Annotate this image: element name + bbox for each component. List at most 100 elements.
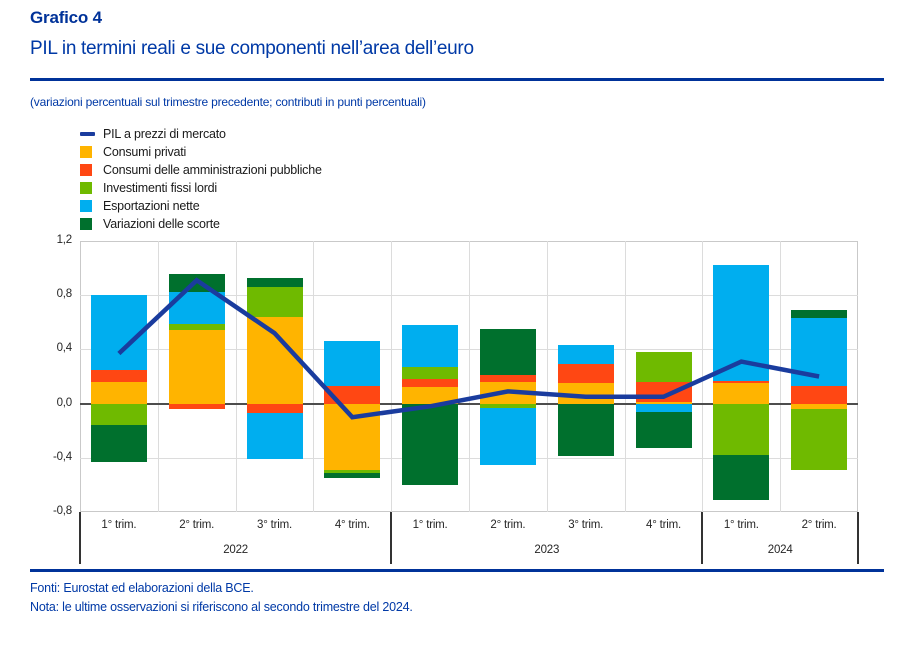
bar-segment-investimenti-q4 <box>324 469 381 473</box>
gdp-line <box>117 277 820 420</box>
year-separator <box>79 512 81 564</box>
legend-key-scorte <box>80 218 92 230</box>
horizontal-gridline <box>80 349 858 351</box>
bar-segment-scorte-q9 <box>713 455 770 500</box>
source-note: Fonti: Eurostat ed elaborazioni della BC… <box>30 581 254 595</box>
vertical-gridline <box>469 241 470 512</box>
legend: PIL a prezzi di mercato Consumi privati Co… <box>80 125 322 233</box>
bar-segment-esportazioni-q1 <box>90 295 147 370</box>
legend-item: Investimenti fissi lordi <box>80 179 322 197</box>
legend-key-consumi_privati <box>80 146 92 158</box>
bar-segment-scorte-q8 <box>635 411 692 449</box>
vertical-gridline <box>702 241 704 512</box>
legend-item: Esportazioni nette <box>80 197 322 215</box>
year-separator <box>701 512 704 564</box>
gdp-line-path <box>117 277 820 420</box>
x-quarter-label: 1° trim. <box>101 519 137 531</box>
bar-segment-esportazioni-q6 <box>479 407 536 465</box>
vertical-gridline <box>624 241 626 512</box>
bar-segment-consumi_privati-q10 <box>791 403 848 409</box>
x-quarter-label: 2° trim. <box>801 519 837 531</box>
x-year-label: 2022 <box>223 544 248 556</box>
legend-label: Consumi delle amministrazioni pubbliche <box>103 163 322 177</box>
x-quarter-label: 4° trim. <box>334 519 370 531</box>
bar-segment-investimenti-q10 <box>791 409 848 470</box>
zero-axis-line <box>80 402 858 405</box>
bar-segment-esportazioni-q3 <box>246 413 303 460</box>
bar-segment-investimenti-q1 <box>90 403 147 426</box>
bar-segment-investimenti-q9 <box>713 403 770 456</box>
bar-segment-consumi_pa-q7 <box>557 364 614 384</box>
bar-segment-scorte-q5 <box>402 403 459 485</box>
bar-segment-consumi_pa-q3 <box>246 403 303 414</box>
figure-subtitle: (variazioni percentuali sul trimestre pr… <box>30 95 426 109</box>
y-tick-label: -0,8 <box>52 505 72 517</box>
vertical-gridline <box>235 241 237 512</box>
figure-title: PIL in termini reali e sue componenti ne… <box>30 38 474 59</box>
footnote: Nota: le ultime osservazioni si riferisc… <box>30 600 413 614</box>
title-rule <box>30 78 884 81</box>
horizontal-gridline <box>80 457 858 459</box>
footer-rule <box>30 569 884 572</box>
x-quarter-label: 2° trim. <box>179 519 215 531</box>
x-quarter-label: 1° trim. <box>723 519 759 531</box>
y-tick-label: 0,0 <box>56 396 73 409</box>
bar-segment-consumi_pa-q1 <box>90 369 147 382</box>
legend-key-gdp-line <box>80 132 95 136</box>
legend-item: Consumi delle amministrazioni pubbliche <box>80 161 322 179</box>
bar-segment-scorte-q3 <box>246 277 303 288</box>
x-year-label: 2024 <box>767 544 793 556</box>
bar-segment-esportazioni-q8 <box>635 403 692 412</box>
vertical-gridline <box>157 241 159 512</box>
figure-number: Grafico 4 <box>30 8 102 27</box>
bar-segment-consumi_privati-q1 <box>90 381 147 404</box>
vertical-gridline <box>780 241 782 512</box>
x-quarter-label: 4° trim. <box>646 519 681 531</box>
bar-segment-consumi_pa-q5 <box>402 379 459 388</box>
y-tick-label: 0,4 <box>56 342 73 355</box>
legend-key-consumi_pa <box>80 164 92 176</box>
bar-segment-scorte-q6 <box>479 329 536 376</box>
legend-item: Variazioni delle scorte <box>80 215 322 233</box>
x-quarter-label: 3° trim. <box>257 519 292 531</box>
legend-label: Esportazioni nette <box>103 199 200 213</box>
x-year-label: 2023 <box>534 544 560 556</box>
vertical-gridline <box>391 241 393 512</box>
bar-segment-scorte-q1 <box>90 425 147 462</box>
legend-label: PIL a prezzi di mercato <box>103 127 226 141</box>
bar-segment-esportazioni-q5 <box>402 325 459 367</box>
legend-label: Variazioni delle scorte <box>103 217 220 231</box>
legend-item: PIL a prezzi di mercato <box>80 125 322 143</box>
bar-segment-consumi_privati-q2 <box>168 330 225 404</box>
bar-segment-consumi_pa-q2 <box>168 403 225 409</box>
horizontal-gridline <box>80 295 858 297</box>
vertical-gridline <box>546 241 548 512</box>
bar-segment-consumi_privati-q5 <box>402 387 459 404</box>
bar-segment-scorte-q10 <box>791 310 848 319</box>
y-tick-label: 1,2 <box>56 234 73 246</box>
bar-segment-consumi_pa-q9 <box>713 380 770 384</box>
y-tick-label: 0,8 <box>56 288 73 301</box>
x-quarter-label: 3° trim. <box>568 519 604 531</box>
bar-segment-esportazioni-q4 <box>324 341 381 386</box>
bar-segment-consumi_privati-q9 <box>713 383 770 404</box>
bar-segment-investimenti-q6 <box>479 403 536 408</box>
year-separator <box>857 512 859 564</box>
bar-segment-investimenti-q5 <box>402 367 459 380</box>
bar-segment-consumi_privati-q8 <box>635 402 692 404</box>
x-quarter-label: 1° trim. <box>412 519 448 531</box>
bar-segment-scorte-q7 <box>557 403 614 457</box>
year-separator <box>390 512 393 564</box>
y-tick-label: -0,4 <box>52 450 72 463</box>
legend-item: Consumi privati <box>80 143 322 161</box>
legend-label: Investimenti fissi lordi <box>103 181 217 195</box>
x-quarter-label: 2° trim. <box>490 519 526 531</box>
bar-segment-consumi_pa-q10 <box>791 385 848 404</box>
bar-segment-investimenti-q2 <box>168 323 225 331</box>
bar-segment-consumi_pa-q6 <box>479 375 536 382</box>
legend-key-esportazioni <box>80 200 92 212</box>
bar-segment-investimenti-q3 <box>246 287 303 317</box>
bar-segment-esportazioni-q7 <box>557 345 614 365</box>
legend-key-investimenti <box>80 182 92 194</box>
